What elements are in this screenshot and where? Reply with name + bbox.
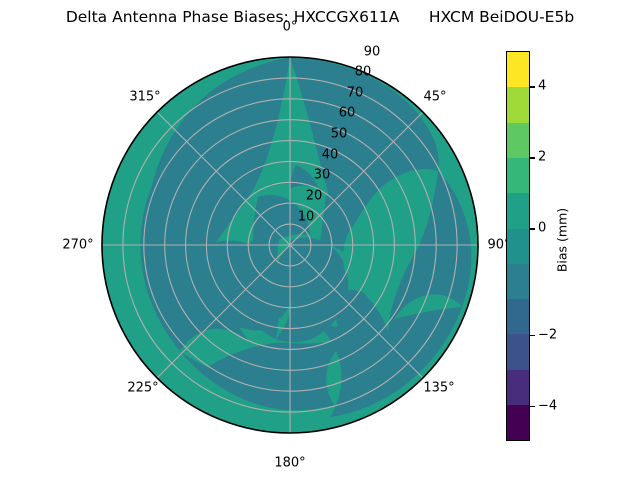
polar-plot-canvas [101, 56, 479, 434]
polar-outer-spine [101, 56, 479, 434]
colorbar-band [507, 193, 529, 229]
radial-tick-50: 50 [330, 126, 348, 142]
angular-tick-135: 135° [423, 380, 455, 396]
colorbar-band [507, 263, 529, 300]
angular-tick-90: 90° [487, 237, 511, 253]
colorbar-tick-label-minus4: −4 [538, 398, 558, 414]
angular-tick-180: 180° [274, 455, 306, 471]
page-title: Delta Antenna Phase Biases: HXCCGX611A H… [65, 8, 575, 26]
angular-tick-270: 270° [62, 237, 94, 253]
angular-tick-315: 315° [129, 89, 161, 105]
angular-tick-45: 45° [423, 89, 447, 105]
radial-tick-90: 90 [363, 44, 381, 60]
colorbar-tick-label-2: 2 [538, 149, 547, 165]
radial-tick-10: 10 [297, 209, 315, 225]
angular-tick-225: 225° [127, 380, 159, 396]
radial-tick-60: 60 [338, 105, 356, 121]
colorbar-band [507, 87, 529, 123]
colorbar-band [507, 405, 529, 440]
colorbar-band [507, 334, 529, 370]
polar-axes: 0° 45° 90° 135° 180° 225° 270° 315° 10 2… [62, 20, 510, 471]
colorbar-tick-label-4: 4 [538, 78, 547, 94]
colorbar-gradient [506, 51, 530, 441]
colorbar-axis-label: Bias (mm) [554, 207, 570, 273]
colorbar-band [507, 369, 529, 406]
colorbar-band [507, 228, 529, 264]
colorbar-tick-mark [530, 405, 535, 407]
radial-tick-20: 20 [305, 188, 323, 204]
colorbar-band [507, 122, 529, 158]
angular-gridlines [102, 57, 478, 433]
colorbar-tick-label-0: 0 [538, 220, 547, 236]
radial-tick-80: 80 [354, 64, 372, 80]
colorbar-tick-mark [530, 86, 535, 88]
colorbar-tick-mark [530, 157, 535, 159]
radial-tick-40: 40 [321, 147, 339, 163]
colorbar-band [507, 299, 529, 335]
radial-tick-30: 30 [313, 167, 331, 183]
colorbar-band [507, 52, 529, 88]
radial-tick-70: 70 [346, 85, 364, 101]
colorbar-tick-mark [530, 228, 535, 230]
colorbar[interactable]: 4 2 0 −2 −4 [506, 51, 557, 441]
angular-tick-0: 0° [282, 19, 298, 35]
colorbar-tick-label-minus2: −2 [538, 327, 558, 343]
colorbar-tick-mark [530, 334, 535, 336]
contour-band-positive [343, 168, 438, 331]
colorbar-band [507, 157, 529, 194]
